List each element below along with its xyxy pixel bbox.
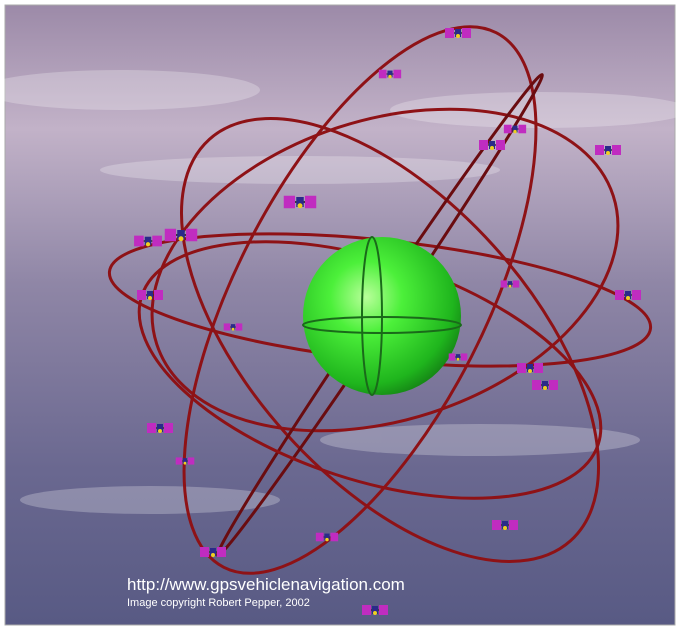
satellite xyxy=(361,604,389,616)
caption-copyright: Image copyright Robert Pepper, 2002 xyxy=(127,597,310,609)
satellite xyxy=(516,362,544,374)
caption-url: http://www.gpsvehiclenavigation.com xyxy=(127,575,405,594)
satellite xyxy=(614,289,642,301)
satellite xyxy=(133,234,163,248)
satellite xyxy=(175,456,195,466)
satellite xyxy=(531,379,559,391)
satellite xyxy=(444,27,472,39)
satellite xyxy=(163,227,199,243)
satellite xyxy=(594,144,622,156)
satellite xyxy=(199,546,227,558)
satellite xyxy=(315,532,339,542)
satellite xyxy=(282,194,318,210)
satellite xyxy=(503,124,527,134)
satellite xyxy=(491,519,519,531)
satellite xyxy=(146,422,174,434)
orbit xyxy=(150,107,620,433)
earth xyxy=(302,236,462,396)
satellite xyxy=(500,279,520,289)
orbit xyxy=(180,117,600,563)
satellite xyxy=(378,69,402,79)
satellite xyxy=(448,352,468,362)
satellite xyxy=(478,139,506,151)
satellite xyxy=(136,289,164,301)
clouds xyxy=(0,70,681,514)
satellite xyxy=(223,322,243,332)
